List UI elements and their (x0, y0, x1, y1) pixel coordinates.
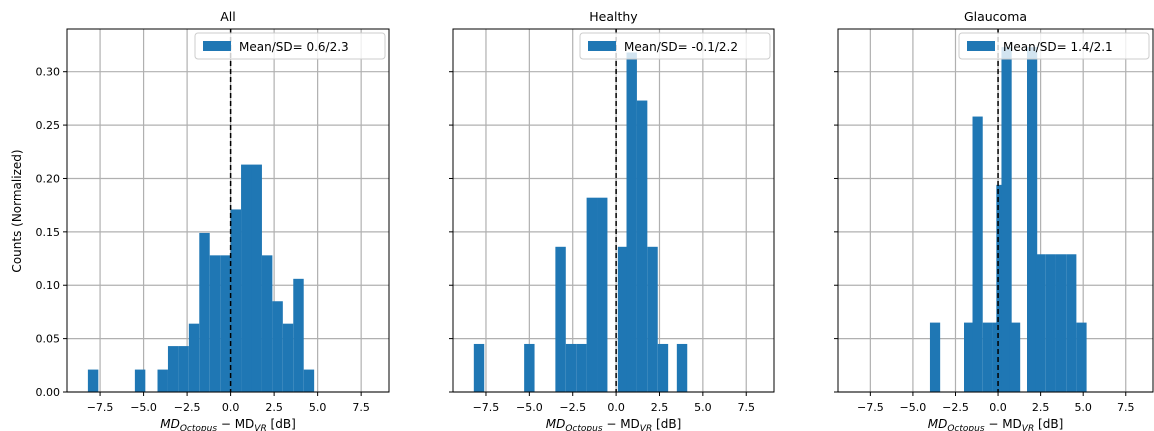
x-tick-label: −7.5 (857, 401, 884, 414)
x-tick-label: 0.0 (222, 401, 240, 414)
histogram-bar (1035, 254, 1046, 392)
y-tick-label: 0.05 (36, 333, 61, 346)
histogram-bar (657, 343, 669, 392)
histogram-bar (1066, 254, 1077, 392)
x-tick-label: 0.0 (607, 401, 625, 414)
x-tick-label: −5.0 (900, 401, 927, 414)
legend-label: Mean/SD= 0.6/2.3 (239, 40, 349, 54)
histogram-bar (555, 246, 566, 392)
histogram-bar (636, 100, 648, 393)
y-tick-label: 0.00 (36, 386, 61, 399)
legend-label: Mean/SD= 1.4/2.1 (1003, 40, 1113, 54)
histogram-bar (524, 343, 535, 392)
y-tick-label: 0.10 (36, 279, 61, 292)
legend-swatch (588, 41, 616, 51)
histogram-bar (282, 323, 294, 392)
x-tick-label: 0.0 (989, 401, 1007, 414)
y-tick-label: 0.25 (36, 119, 61, 132)
histogram-bar (929, 322, 941, 392)
histogram-bar (1009, 322, 1021, 392)
y-tick-label: 0.30 (36, 66, 61, 79)
x-tick-label: 5.0 (1074, 401, 1092, 414)
panel-title: Healthy (589, 9, 638, 24)
x-axis-label: MDOctopus − MDVR [dB] (546, 417, 682, 431)
y-tick-label: 0.20 (36, 172, 61, 185)
panel-healthy: −7.5 −5.0 −2.5 0.0 2.5 5.0 7.5 Healthy Mean/SD= … (449, 9, 775, 431)
x-tick-label: 2.5 (1032, 401, 1050, 414)
y-axis-label: Counts (Normalized) (10, 149, 24, 272)
panel-title: Glaucoma (964, 9, 1027, 24)
histogram-bar (565, 343, 577, 392)
x-axis-label: MDOctopus − MDVR [dB] (160, 417, 296, 431)
x-tick-label: −5.0 (130, 401, 157, 414)
x-tick-label: −7.5 (473, 401, 500, 414)
x-tick-label: −7.5 (87, 401, 114, 414)
histogram-bar (473, 343, 485, 392)
histogram-bar (230, 209, 242, 392)
panel-glaucoma: −7.5 −5.0 −2.5 0.0 2.5 5.0 7.5 Glaucoma Mean/SD=… (834, 9, 1154, 431)
x-tick-label: −5.0 (516, 401, 543, 414)
x-tick-label: −2.5 (559, 401, 586, 414)
histogram-bar (597, 197, 608, 392)
histogram-bar (188, 323, 200, 392)
histogram-bar (576, 343, 587, 392)
histogram-bar (964, 322, 975, 392)
y-tick-label: 0.15 (36, 226, 61, 239)
histogram-bar (167, 346, 179, 392)
axes-frame (837, 28, 1154, 393)
histogram-bar (157, 369, 168, 392)
histogram-bar (982, 322, 993, 392)
x-tick-label: 5.0 (694, 401, 712, 414)
histogram-bar (586, 197, 598, 392)
x-tick-label: −2.5 (174, 401, 201, 414)
legend-swatch (203, 41, 231, 51)
histogram-bar (626, 52, 637, 393)
x-tick-label: 7.5 (1117, 401, 1135, 414)
histogram-bar (1027, 47, 1038, 393)
histogram-bar (209, 255, 221, 392)
histogram-bar (1055, 254, 1067, 392)
x-tick-label: 5.0 (309, 401, 327, 414)
histogram-bar (303, 369, 315, 392)
x-axis-label: MDOctopus − MDVR [dB] (928, 417, 1064, 431)
histogram-bar (617, 246, 629, 392)
legend-swatch (967, 41, 995, 51)
histogram-bar (676, 343, 688, 392)
histogram-bar (134, 369, 146, 392)
histogram-bar (178, 346, 189, 392)
histogram-bar (261, 255, 273, 392)
legend-label: Mean/SD= -0.1/2.2 (624, 40, 738, 54)
legend-box (579, 32, 771, 60)
x-tick-label: 2.5 (265, 401, 283, 414)
panel-all: −7.5 −5.0 −2.5 0.0 2.5 5.0 7.5 0.00 0.05 0.10 0.15… (36, 9, 390, 431)
histogram-bar (1076, 322, 1087, 392)
x-tick-label: 7.5 (352, 401, 370, 414)
histogram-bar (293, 278, 304, 392)
legend-box (194, 32, 386, 60)
histogram-bar (1001, 47, 1012, 393)
histogram-bar (972, 116, 983, 392)
panel-title: All (220, 9, 236, 24)
x-tick-label: 2.5 (651, 401, 669, 414)
histogram-bar (241, 164, 252, 392)
histogram-bar (220, 255, 231, 392)
legend-box (958, 32, 1150, 60)
histogram-bar (272, 301, 283, 392)
histogram-bar (1045, 254, 1056, 392)
axes-frame (452, 28, 775, 393)
x-tick-label: 7.5 (737, 401, 755, 414)
histogram-bar (199, 232, 210, 392)
histogram-bar (251, 164, 262, 392)
histogram-bar (647, 246, 658, 392)
x-tick-label: −2.5 (942, 401, 969, 414)
histogram-bar (87, 369, 99, 392)
axes-frame (66, 28, 390, 393)
